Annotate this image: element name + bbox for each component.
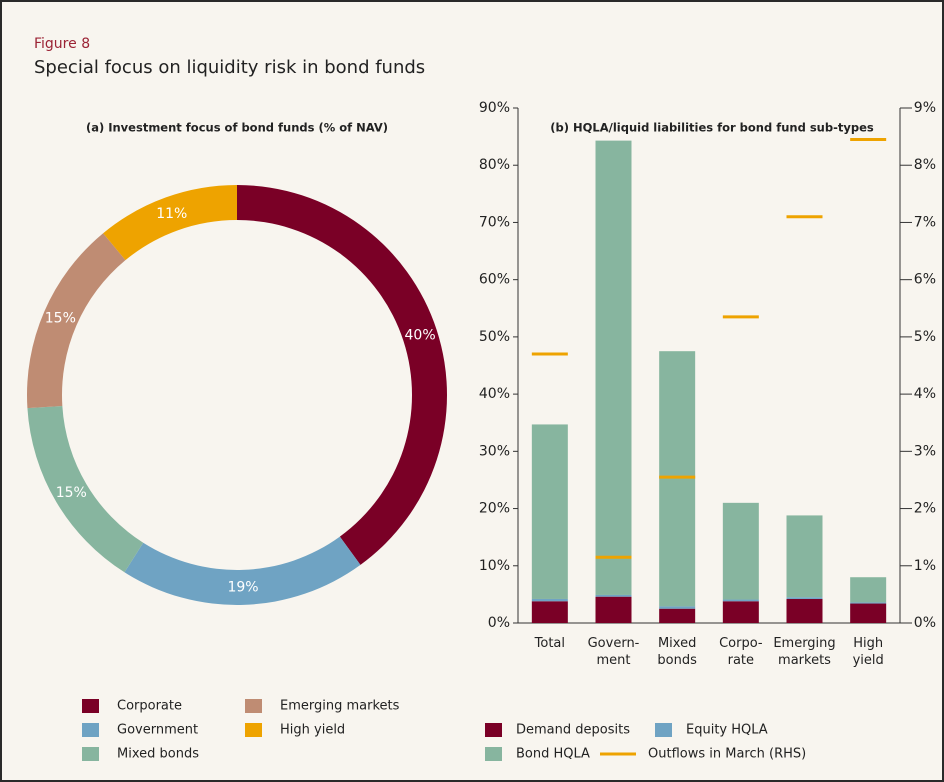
legend-label: Equity HQLA	[686, 723, 768, 738]
data-label: 40%	[405, 328, 436, 344]
y2-tick-label: 8%	[914, 157, 936, 173]
chart-title: (b) HQLA/liquid liabilities for bond fun…	[550, 121, 874, 135]
y2-tick-label: 5%	[914, 329, 936, 345]
bar-segment	[786, 515, 823, 598]
bar-segment	[722, 601, 759, 623]
x-tick-label: Mixed bonds	[657, 636, 697, 668]
legend-label: Demand deposits	[516, 723, 630, 738]
y2-tick-label: 1%	[914, 558, 936, 574]
y2-tick-label: 4%	[914, 386, 936, 402]
data-label: 11%	[156, 206, 187, 222]
y-tick-label: 20%	[479, 501, 510, 517]
bar-segment	[850, 603, 887, 623]
data-label: 15%	[56, 485, 87, 501]
legend-label: Corporate	[117, 699, 182, 714]
y-tick-label: 10%	[479, 558, 510, 574]
bar-segment	[722, 599, 759, 602]
bar-segment	[595, 140, 632, 595]
y-tick-label: 40%	[479, 386, 510, 402]
bar-segment	[595, 594, 632, 597]
legend-label: Outflows in March (RHS)	[648, 747, 806, 762]
donut-segment	[27, 233, 126, 409]
bar-segment	[850, 577, 887, 603]
y2-tick-label: 6%	[914, 272, 936, 288]
legend-swatch	[485, 747, 502, 761]
bar-segment	[659, 608, 696, 623]
bar-segment	[531, 598, 568, 602]
legend-swatch	[485, 723, 502, 737]
y2-tick-label: 3%	[914, 443, 936, 459]
x-tick-label: Emerging markets	[773, 636, 835, 668]
legend-label: High yield	[280, 723, 345, 738]
donut-segment	[27, 405, 144, 573]
legend-label: Emerging markets	[280, 699, 400, 714]
chart-title: (a) Investment focus of bond funds (% of…	[86, 121, 388, 135]
y-tick-label: 50%	[479, 329, 510, 345]
y-tick-label: 30%	[479, 443, 510, 459]
y-tick-label: 90%	[479, 100, 510, 116]
donut-segment	[103, 185, 237, 261]
data-label: 19%	[227, 579, 258, 595]
legend-label: Mixed bonds	[117, 747, 199, 762]
legend-swatch	[82, 747, 99, 761]
donut-segment	[124, 536, 361, 605]
bar-segment	[595, 596, 632, 623]
data-label: 15%	[45, 311, 76, 327]
y-tick-label: 60%	[479, 272, 510, 288]
y2-tick-label: 0%	[914, 615, 936, 631]
y2-tick-label: 2%	[914, 501, 936, 517]
bar-segment	[531, 424, 568, 599]
legend-swatch	[245, 723, 262, 737]
bar-segment	[850, 602, 887, 604]
x-tick-label: Govern-ment	[588, 636, 640, 668]
x-tick-label: High yield	[853, 636, 884, 668]
figure-label: Figure 8	[34, 36, 90, 52]
legend-swatch	[82, 723, 99, 737]
figure-title: Special focus on liquidity risk in bond …	[34, 57, 425, 78]
x-tick-label: Corpo-rate	[719, 636, 763, 668]
legend-label: Bond HQLA	[516, 747, 590, 762]
y-tick-label: 70%	[479, 214, 510, 230]
bar-segment	[531, 601, 568, 623]
legend-label: Government	[117, 723, 198, 738]
y2-tick-label: 7%	[914, 214, 936, 230]
y-tick-label: 0%	[488, 615, 510, 631]
bar-segment	[786, 597, 823, 599]
x-tick-label: Total	[534, 636, 565, 651]
legend-swatch	[82, 699, 99, 713]
bar-segment	[659, 351, 696, 607]
donut-segment	[237, 185, 447, 565]
legend-swatch	[245, 699, 262, 713]
y-tick-label: 80%	[479, 157, 510, 173]
legend-swatch	[655, 723, 672, 737]
bar-segment	[786, 598, 823, 623]
bar-segment	[659, 606, 696, 609]
y2-tick-label: 9%	[914, 100, 936, 116]
bar-segment	[722, 502, 759, 600]
